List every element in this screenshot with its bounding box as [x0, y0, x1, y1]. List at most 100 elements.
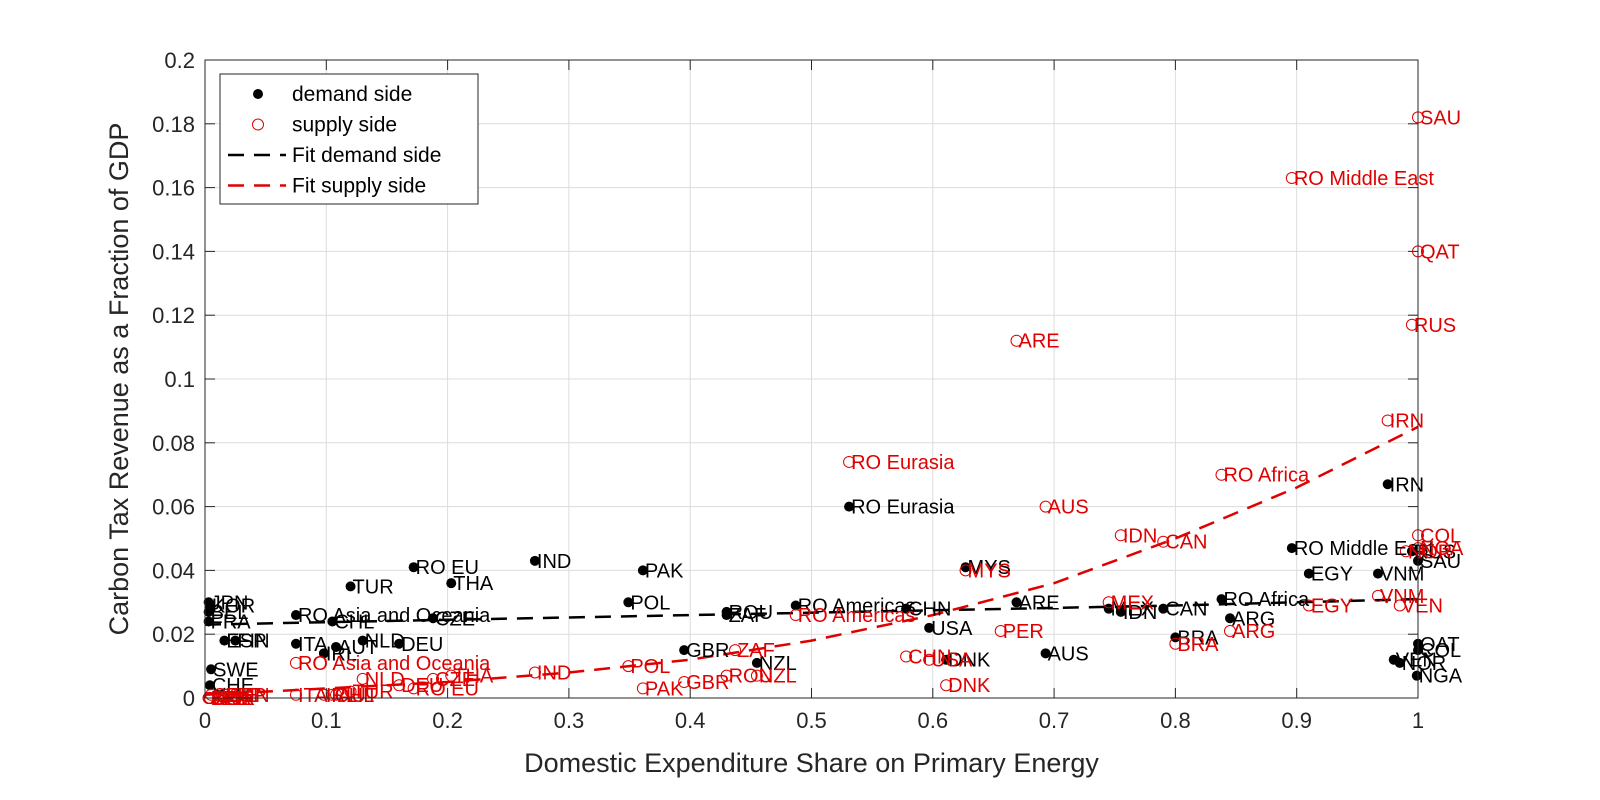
fit-demand-line: [204, 597, 1419, 626]
demand-point: [1394, 657, 1405, 668]
demand-point: [203, 616, 214, 627]
supply-point: [994, 625, 1007, 638]
supply-point-label: THA: [453, 666, 494, 688]
supply-point-label: RUS: [1414, 315, 1456, 337]
supply-point-label: CZE: [435, 669, 475, 691]
demand-point-label: SAU: [1420, 551, 1461, 573]
demand-point: [327, 616, 338, 627]
supply-point: [1285, 172, 1298, 185]
supply-point: [720, 669, 733, 682]
demand-point: [1103, 603, 1114, 614]
demand-point: [623, 597, 634, 608]
supply-point-label: COL: [1420, 525, 1461, 547]
demand-point: [844, 501, 855, 512]
supply-point-label: BEL: [211, 688, 249, 710]
demand-point-label: IRN: [1390, 474, 1424, 496]
demand-point-label: BEL: [211, 602, 249, 624]
demand-point: [1372, 568, 1383, 579]
fit-supply-line: [204, 425, 1419, 697]
y-tick-label: 0.04: [152, 558, 195, 583]
data-points: [202, 111, 1424, 704]
supply-point: [959, 564, 972, 577]
demand-point-label: JPN: [211, 592, 249, 614]
y-tick-label: 0.14: [152, 239, 195, 264]
demand-point: [901, 603, 912, 614]
y-tick-label: 0.08: [152, 431, 195, 456]
supply-point: [1010, 334, 1023, 347]
supply-point-label: CAN: [1165, 532, 1207, 554]
supply-point: [789, 609, 802, 622]
supply-point: [289, 688, 302, 701]
supply-point-label: NZL: [759, 666, 797, 688]
demand-point-label: IRL: [326, 643, 357, 665]
demand-point-label: ARE: [1018, 592, 1059, 614]
supply-point-label: VEN: [1402, 595, 1443, 617]
demand-point-label: DNK: [948, 650, 991, 672]
ticks: 0 0.1 0.2 0.3 0.4 0.5 0.6 0.7 0.8 0.9 1 0 0.02 0.04 0.…: [152, 48, 1424, 733]
supply-point: [1223, 625, 1236, 638]
supply-point-label: SAU: [1420, 107, 1461, 129]
supply-point-label: GBR: [686, 672, 729, 694]
demand-point-label: SWE: [213, 659, 259, 681]
supply-point: [218, 688, 231, 701]
demand-point-label: NZL: [759, 653, 797, 675]
demand-point-label: RO Asia and Oceania: [298, 605, 491, 627]
legend: demand side supply side Fit demand side …: [219, 73, 479, 205]
demand-point-label: GBR: [686, 640, 729, 662]
demand-point-label: AUS: [1048, 643, 1089, 665]
demand-point-label: MEX: [1111, 599, 1154, 621]
demand-point-label: IDN: [1123, 602, 1157, 624]
demand-point-label: NGA: [1419, 666, 1463, 688]
supply-point: [900, 650, 913, 663]
supply-point: [1102, 596, 1115, 609]
supply-point-label: USA: [931, 650, 973, 672]
supply-point-label: DEU: [401, 675, 443, 697]
supply-point-label: DNK: [948, 675, 991, 697]
supply-point: [393, 679, 406, 692]
x-tick-label: 0.5: [796, 708, 827, 733]
supply-point-label: NLD: [365, 669, 405, 691]
demand-point-label: RO Eurasia: [851, 497, 955, 519]
demand-point: [751, 657, 762, 668]
demand-point-label: ITA: [298, 634, 328, 656]
supply-point-label: RO Africa: [1223, 465, 1309, 487]
supply-point-label: ITA: [298, 685, 328, 707]
supply-point: [636, 682, 649, 695]
demand-point: [318, 648, 329, 659]
demand-point-label: DEU: [401, 634, 443, 656]
demand-point: [1011, 597, 1022, 608]
supply-point: [678, 676, 691, 689]
supply-point: [407, 682, 420, 695]
demand-point-label: ESP: [226, 631, 266, 653]
supply-point: [1039, 500, 1052, 513]
supply-point: [1371, 589, 1384, 602]
demand-point-label: BRA: [1177, 627, 1219, 649]
demand-point-label: CHL: [334, 611, 374, 633]
supply-point: [317, 688, 330, 701]
x-tick-label: 0.3: [554, 708, 585, 733]
demand-point-label: KOR: [212, 595, 255, 617]
demand-point-label: CZE: [435, 608, 475, 630]
demand-point: [1224, 613, 1235, 624]
legend-box: [219, 73, 479, 205]
y-tick-label: 0.12: [152, 303, 195, 328]
supply-point: [330, 688, 343, 701]
supply-point-label: BRA: [1177, 634, 1219, 656]
demand-point-label: RUS: [1414, 541, 1456, 563]
demand-point: [357, 635, 368, 646]
demand-point-label: ARG: [1232, 608, 1275, 630]
supply-point-label: IDN: [1123, 525, 1157, 547]
x-tick-label: 0.9: [1281, 708, 1312, 733]
demand-point: [1303, 568, 1314, 579]
supply-point: [750, 669, 763, 682]
demand-point-label: MYS: [968, 557, 1011, 579]
supply-point-label: AUS: [1048, 497, 1089, 519]
supply-point-label: PER: [1003, 621, 1044, 643]
demand-point-label: QAT: [1420, 634, 1460, 656]
supply-point-label: ZAF: [737, 640, 775, 662]
demand-point: [290, 610, 301, 621]
supply-point: [622, 660, 635, 673]
supply-point: [528, 666, 541, 679]
supply-point-label: AUT: [338, 685, 378, 707]
